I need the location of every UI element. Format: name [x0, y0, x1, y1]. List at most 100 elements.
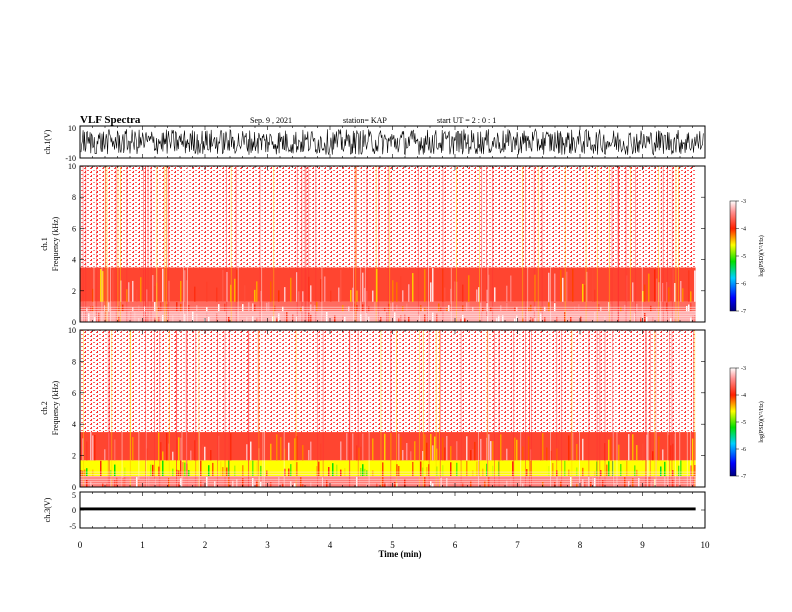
spectrogram-sferic: [646, 330, 648, 487]
spectrogram-streak: [680, 280, 682, 302]
spectrogram-sferic: [145, 330, 147, 487]
spectrogram-streak: [106, 483, 108, 487]
spectrogram-streak: [476, 289, 478, 302]
spectrogram-streak: [292, 314, 294, 322]
colorbar-tick-label: -6: [741, 447, 746, 453]
spectrogram-sferic: [550, 330, 551, 487]
spectrogram-streak: [652, 317, 654, 322]
spectrogram-streak: [544, 317, 546, 322]
spectrogram-streak: [228, 476, 230, 487]
spectrogram-streak: [320, 279, 322, 302]
spectrogram-streak: [686, 305, 688, 312]
spectrogram-streak: [618, 444, 620, 461]
spectrogram-streak: [302, 291, 304, 302]
spectrogram-sferic: [390, 330, 392, 487]
colorbar-tick-label: -6: [741, 282, 746, 288]
spectrogram-sferic: [625, 166, 627, 322]
spectrogram-streak: [196, 441, 198, 461]
spectrogram-streak: [286, 280, 288, 302]
spectrogram-streak: [590, 481, 592, 487]
spectrogram-streak: [450, 304, 452, 312]
colorbar-tick-label: -7: [741, 309, 746, 315]
spectrogram-streak: [672, 470, 674, 477]
ch2-spectrogram-panel: 0 2 4 6 8 10 ch.2 Frequency (kHz): [40, 326, 706, 492]
y-tick-label: 4: [72, 256, 76, 265]
spectrogram-sferic: [541, 166, 543, 322]
spectrogram-streak: [218, 304, 220, 312]
spectrogram-streak: [270, 315, 272, 322]
spectrogram-streak: [398, 465, 400, 477]
spectrogram-sferic: [667, 330, 669, 487]
spectrogram-streak: [606, 464, 608, 477]
spectrogram-streak: [466, 302, 468, 312]
spectrogram-sferic: [295, 330, 297, 487]
spectrogram-streak: [386, 312, 388, 322]
spectrogram-streak: [564, 311, 566, 322]
ch1-colorbar-gradient: [729, 200, 737, 312]
spectrogram-streak: [542, 481, 544, 487]
spectrogram-streak: [488, 434, 490, 461]
spectrogram-streak: [196, 305, 198, 312]
spectrogram-streak: [340, 469, 342, 477]
x-tick-label: 2: [203, 540, 208, 550]
spectrogram-streak: [178, 437, 180, 461]
spectrogram-streak: [190, 450, 192, 461]
y-tick-label: 4: [72, 420, 76, 429]
spectrogram-streak: [136, 477, 138, 487]
spectrogram-sferic: [143, 166, 144, 322]
spectrogram-streak: [572, 268, 574, 302]
spectrogram-sferic: [105, 166, 106, 322]
spectrogram-sferic: [596, 166, 598, 322]
spectrogram-streak: [432, 268, 434, 302]
spectrogram-streak: [578, 304, 580, 312]
spectrogram-sferic: [304, 166, 306, 322]
spectrogram-streak: [694, 270, 696, 302]
spectrogram-streak: [436, 448, 438, 461]
x-tick-label: 10: [701, 540, 711, 550]
spectrogram-streak: [114, 464, 116, 477]
spectrogram-streak: [382, 476, 384, 487]
spectrogram-streak: [492, 465, 494, 477]
spectrogram-sferic: [671, 166, 673, 322]
spectrogram-streak: [110, 479, 112, 487]
spectrogram-streak: [260, 465, 262, 477]
y-tick-label: 10: [68, 162, 76, 171]
spectrogram-sferic: [237, 166, 239, 322]
spectrogram-streak: [454, 281, 456, 302]
spectrogram-streak: [690, 291, 692, 302]
spectrogram-streak: [230, 479, 232, 487]
spectrogram-streak: [574, 306, 576, 312]
spectrogram-streak: [160, 302, 162, 312]
spectrogram-streak: [682, 288, 684, 302]
spectrogram-sferic: [378, 166, 380, 322]
spectrogram-sferic: [366, 166, 368, 322]
spectrogram-sferic: [604, 330, 606, 487]
spectrogram-streak: [640, 317, 642, 322]
spectrogram-streak: [530, 460, 532, 477]
spectrogram-streak: [564, 460, 566, 477]
spectrogram-streak: [296, 272, 298, 302]
spectrogram-streak: [230, 433, 232, 461]
spectrogram-streak: [264, 302, 266, 312]
spectrogram-streak: [592, 267, 594, 302]
spectrogram-streak: [420, 461, 422, 477]
spectrogram-sferic: [654, 330, 656, 487]
spectrogram-streak: [310, 482, 312, 487]
spectrogram-streak: [528, 436, 530, 461]
spectrogram-streak: [146, 448, 148, 461]
x-tick-label: 6: [453, 540, 458, 550]
spectrogram-streak: [594, 471, 596, 477]
spectrogram-streak: [576, 483, 578, 487]
spectrogram-streak: [526, 469, 528, 477]
spectrogram-streak: [570, 477, 572, 487]
spectrogram-streak: [270, 281, 272, 302]
spectrogram-streak: [328, 466, 330, 477]
colorbar-tick-label: -4: [741, 227, 746, 233]
spectrogram-streak: [394, 312, 396, 322]
x-tick-label: 4: [328, 540, 333, 550]
spectrogram-sferic: [356, 166, 357, 322]
spectrogram-streak: [570, 306, 572, 312]
y-tick-label: 2: [72, 452, 76, 461]
spectrogram-streak: [668, 435, 670, 461]
spectrogram-sferic: [117, 166, 119, 322]
